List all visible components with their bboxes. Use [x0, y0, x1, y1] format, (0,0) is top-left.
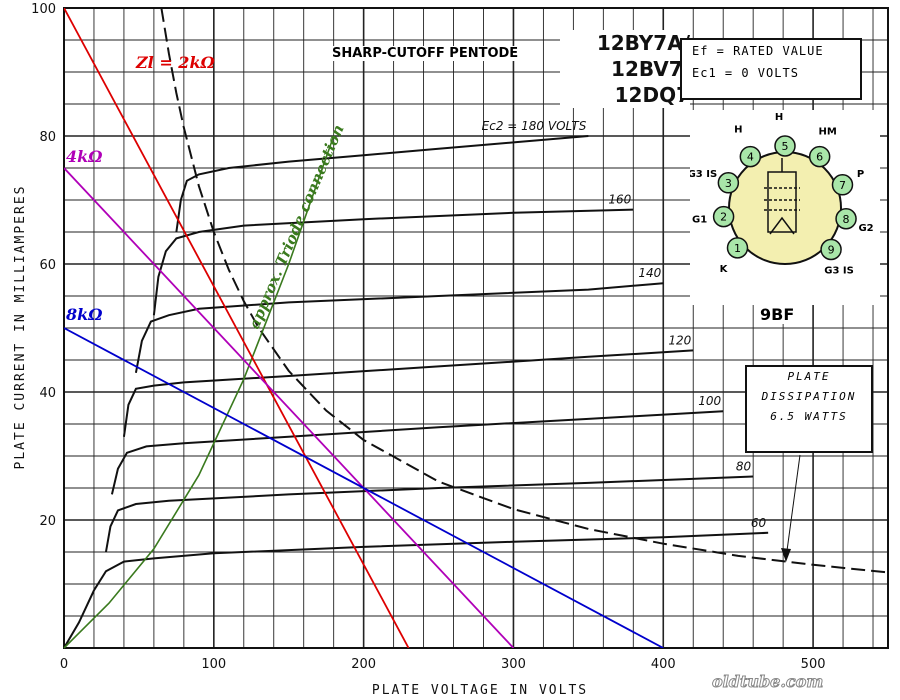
pin-number: 2	[720, 211, 727, 224]
y-axis-label: PLATE CURRENT IN MILLIAMPERES	[13, 185, 28, 470]
arrow-shaft	[785, 454, 801, 559]
socket-pin	[739, 145, 762, 168]
pin-number: 9	[828, 243, 835, 256]
x-axis-label: PLATE VOLTAGE IN VOLTS	[372, 683, 588, 698]
grid-condition: Ec1 = 0 VOLTS	[692, 66, 799, 80]
pin-number: 7	[839, 179, 846, 192]
load-line	[64, 327, 664, 648]
y-tick-label: 60	[39, 258, 56, 273]
dissipation-line: DISSIPATION	[761, 390, 857, 403]
screen-voltage-curve	[175, 135, 589, 233]
x-tick-label: 300	[501, 657, 526, 672]
curve-label: 160	[608, 193, 631, 207]
socket-pin	[774, 135, 796, 157]
triode-connection-curve	[63, 135, 335, 649]
screen-voltage-curve	[104, 475, 754, 553]
dissipation-line: 6.5 WATTS	[770, 410, 848, 423]
socket-pin	[820, 238, 842, 261]
watermark: oldtube.com	[711, 672, 824, 692]
socket-pin	[717, 172, 740, 194]
axis-ticks: 0 100 200 300 400 500 20 40 60 80 100	[31, 2, 825, 672]
load-line-label: 8kΩ	[65, 305, 103, 324]
pin-number: 8	[843, 213, 850, 226]
x-tick-label: 100	[201, 657, 226, 672]
pin-label: HM	[819, 127, 837, 138]
y-tick-label: 100	[31, 2, 56, 17]
curve-label: 140	[638, 266, 661, 280]
pin-label: H	[734, 125, 742, 136]
curve-label: 60	[751, 516, 767, 530]
tube-name-line: 12BV7/	[611, 57, 690, 81]
pin-number: 3	[725, 177, 732, 190]
pin-label: G2	[858, 223, 873, 234]
pin-label: G3 IS	[824, 265, 854, 276]
conditions-box: Ef = RATED VALUE Ec1 = 0 VOLTS	[680, 38, 862, 100]
x-tick-label: 500	[801, 657, 826, 672]
socket-pin	[726, 237, 749, 259]
socket-diagram: 1K 2 G1 3 G3 IS 4 H 5 H 6 HM 7P 8 G2 9 G3 IS	[688, 112, 874, 276]
x-tick-label: 0	[60, 657, 68, 672]
grid	[63, 7, 889, 649]
curve-label: 120	[668, 333, 691, 347]
socket-pin	[831, 174, 854, 196]
x-tick-label: 400	[651, 657, 676, 672]
plate-dissipation-curve	[160, 7, 889, 574]
socket-pin	[808, 145, 831, 168]
load-line-label: Zl = 2kΩ	[135, 53, 216, 72]
dissipation-line: PLATE	[787, 370, 831, 383]
pin-number: 1	[734, 242, 741, 255]
load-line	[64, 167, 515, 648]
tube-type-title: 12BY7A/ 12BV7/ 12DQ7	[560, 30, 690, 108]
pin-label: G1	[692, 215, 707, 226]
pin-number: 6	[816, 151, 823, 164]
basing-code: 9BF	[760, 305, 795, 324]
screen-voltage-curve	[152, 208, 634, 316]
y-tick-label: 40	[39, 386, 56, 401]
pin-label: G3 IS	[690, 169, 717, 180]
screen-voltage-curve	[110, 410, 724, 495]
chart-title: SHARP-CUTOFF PENTODE	[330, 46, 521, 61]
plate-dissipation-box: PLATE DISSIPATION 6.5 WATTS	[745, 365, 873, 453]
screen-voltage-curve	[63, 531, 769, 649]
load-line-label: 4kΩ	[66, 147, 103, 166]
screen-voltage-curve	[134, 282, 664, 373]
pin-number: 5	[782, 140, 789, 153]
pin-label: P	[857, 169, 864, 180]
heater-condition: Ef = RATED VALUE	[692, 44, 824, 58]
curve-label: 100	[698, 394, 721, 408]
pin-label: H	[775, 112, 783, 123]
load-line	[64, 8, 410, 648]
y-tick-label: 20	[39, 514, 56, 529]
dissipation-arrow	[781, 454, 801, 562]
x-tick-label: 200	[351, 657, 376, 672]
socket-diagram-panel: 1 K 2 G1 3 G3 IS 4 H 5 H 6 HM 7 P 8 G2 9 G3 IS	[688, 110, 880, 305]
tube-symbol-icon	[764, 158, 800, 235]
pin-number: 4	[747, 151, 754, 164]
tube-name-line: 12BY7A/	[596, 31, 690, 55]
pentode-curves: Ec2 = 180 VOLTS 160 140 120 100 80 60	[63, 7, 889, 649]
pin-label: K	[720, 264, 729, 275]
y-tick-label: 80	[39, 130, 56, 145]
socket-pin	[712, 205, 735, 228]
curve-label: Ec2 = 180 VOLTS	[482, 119, 587, 133]
screen-voltage-curve	[122, 349, 694, 437]
socket-pin	[835, 208, 857, 230]
arrow-head	[781, 548, 791, 562]
socket-pins: 1K 2 G1 3 G3 IS 4 H 5 H 6 HM 7P 8 G2 9 G3 IS	[688, 112, 874, 276]
tube-name-line: 12DQ7	[614, 83, 690, 107]
curve-label: 80	[736, 459, 752, 473]
